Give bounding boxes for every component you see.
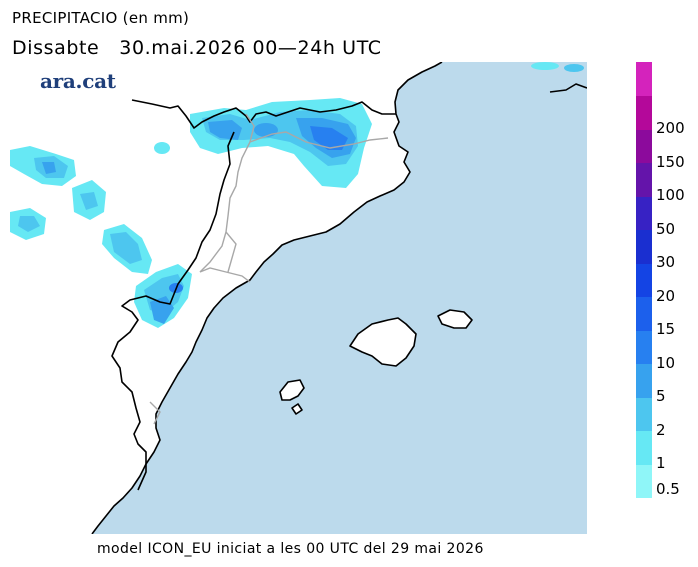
precip-west-cells (10, 62, 584, 240)
legend-swatch (636, 62, 652, 97)
legend-swatch (636, 162, 652, 197)
precip-2mm-area (110, 232, 142, 264)
legend-tick-label: 15 (656, 320, 676, 339)
precip-1mm-area (154, 142, 170, 154)
precip-iberian-range (102, 224, 192, 328)
internal-borders (149, 113, 389, 425)
menorca-island (437, 309, 473, 329)
model-run-caption: model ICON_EU iniciat a les 00 UTC del 2… (97, 541, 484, 557)
legend-swatch (636, 363, 652, 398)
precip-5mm-area (254, 123, 278, 137)
legend-tick-label: 10 (656, 353, 676, 372)
legend-swatch (636, 95, 652, 130)
legend-tick-label: 20 (656, 286, 676, 305)
precipitation-legend (636, 62, 652, 499)
legend-swatch (636, 397, 652, 432)
brand-logo: ara.cat (40, 69, 116, 93)
legend-swatch (636, 129, 652, 164)
formentera-island (291, 403, 303, 415)
precipitation-map (10, 62, 587, 534)
map-subtitle: Dissabte 30.mai.2026 00—24h UTC (12, 37, 382, 59)
legend-swatch (636, 263, 652, 298)
borders (91, 62, 587, 534)
legend-tick-label: 200 (656, 119, 685, 138)
coastline (91, 62, 443, 534)
mallorca-island (349, 317, 417, 367)
legend-tick-label: 30 (656, 253, 676, 272)
ibiza-island (279, 379, 305, 401)
balearic-islands (279, 309, 473, 415)
legend-tick-label: 50 (656, 219, 676, 238)
legend-tick-label: 1 (656, 454, 666, 473)
precip-5mm-area (42, 162, 56, 174)
precip-field (10, 62, 584, 328)
legend-swatch (636, 229, 652, 264)
catalonia-border (199, 113, 255, 283)
legend-swatch (636, 296, 652, 331)
coastline-north (549, 83, 587, 93)
precip-pyrenees (190, 98, 372, 188)
france-spain-border (131, 99, 396, 129)
provincial-border-2 (225, 231, 237, 273)
precip-2mm-area (18, 216, 40, 232)
precip-10mm-area (310, 126, 348, 150)
legend-swatch (636, 430, 652, 465)
legend-tick-label: 150 (656, 152, 685, 171)
legend-tick-label: 2 (656, 420, 666, 439)
legend-tick-label: 0.5 (656, 480, 680, 498)
legend-swatch (636, 196, 652, 231)
legend-swatch (636, 464, 652, 499)
provincial-border-1 (249, 131, 389, 149)
map-title: PRECIPITACIO (en mm) (12, 9, 190, 27)
aragon-border (111, 131, 235, 491)
legend-tick-label: 100 (656, 186, 685, 205)
precip-2mm-area (80, 192, 98, 210)
precip-2mm-area (564, 64, 584, 72)
legend-tick-label: 5 (656, 387, 666, 406)
legend-swatch (636, 330, 652, 365)
provincial-border-3 (149, 401, 161, 425)
precip-1mm-area (531, 62, 559, 70)
